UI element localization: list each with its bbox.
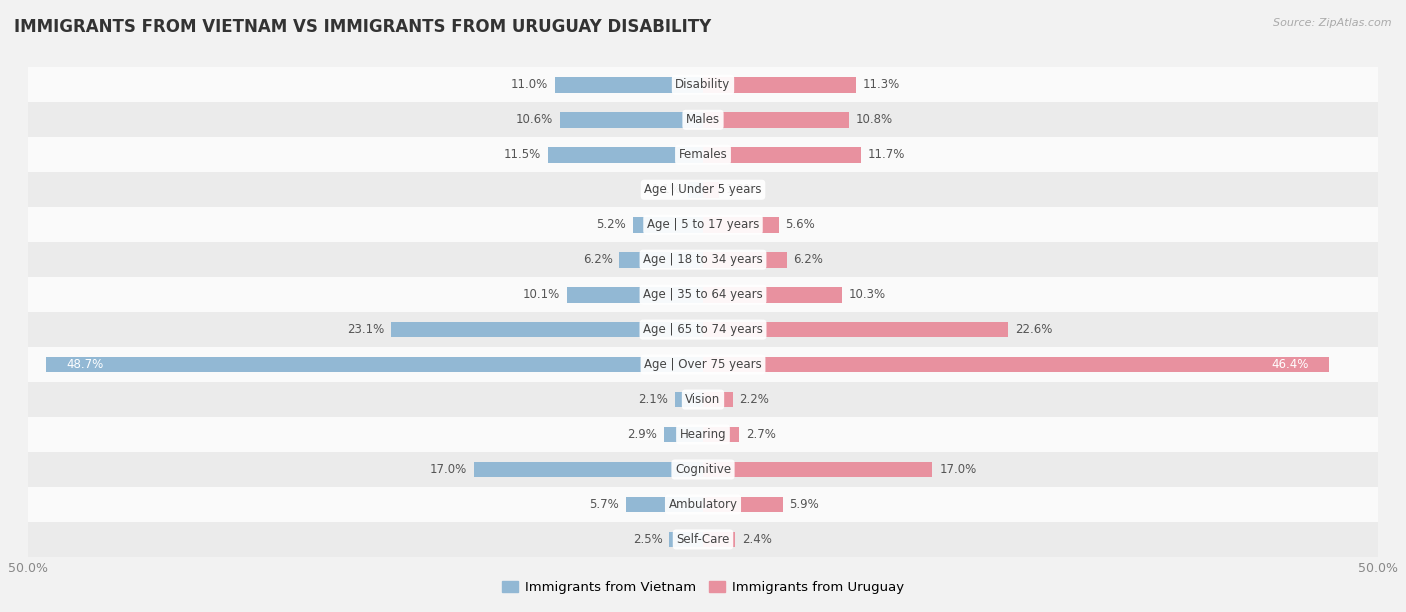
Bar (28, 102, 1378, 137)
Bar (703, 77, 855, 92)
Bar (45, 357, 703, 373)
Text: 5.7%: 5.7% (589, 498, 619, 511)
Text: 1.2%: 1.2% (725, 183, 756, 196)
Bar (28, 172, 1378, 207)
Text: 2.9%: 2.9% (627, 428, 657, 441)
Text: 11.5%: 11.5% (503, 148, 541, 161)
Text: 10.3%: 10.3% (849, 288, 886, 301)
Bar (703, 532, 735, 547)
Bar (28, 277, 1378, 312)
Bar (703, 496, 783, 512)
Text: 2.2%: 2.2% (740, 393, 769, 406)
Bar (675, 392, 703, 408)
Text: 10.8%: 10.8% (855, 113, 893, 126)
Bar (703, 461, 932, 477)
Bar (703, 112, 849, 128)
Text: 2.5%: 2.5% (633, 533, 662, 546)
Bar (669, 532, 703, 547)
Text: Self-Care: Self-Care (676, 533, 730, 546)
Bar (560, 112, 703, 128)
Bar (619, 252, 703, 267)
Text: Disability: Disability (675, 78, 731, 91)
Text: 1.1%: 1.1% (651, 183, 682, 196)
Bar (28, 347, 1378, 382)
Text: 17.0%: 17.0% (939, 463, 976, 476)
Text: Vision: Vision (685, 393, 721, 406)
Text: 10.1%: 10.1% (523, 288, 560, 301)
Bar (28, 312, 1378, 347)
Text: 5.2%: 5.2% (596, 218, 626, 231)
Text: 6.2%: 6.2% (582, 253, 613, 266)
Text: 17.0%: 17.0% (430, 463, 467, 476)
Bar (703, 182, 720, 198)
Bar (664, 427, 703, 442)
Bar (567, 287, 703, 302)
Text: 46.4%: 46.4% (1271, 358, 1309, 371)
Text: 11.0%: 11.0% (510, 78, 548, 91)
Bar (28, 382, 1378, 417)
Text: 22.6%: 22.6% (1015, 323, 1052, 336)
Text: 10.6%: 10.6% (516, 113, 553, 126)
Bar (28, 522, 1378, 557)
Bar (703, 392, 733, 408)
Bar (626, 496, 703, 512)
Bar (703, 322, 1008, 337)
Bar (28, 487, 1378, 522)
Text: 11.3%: 11.3% (862, 78, 900, 91)
Text: 2.4%: 2.4% (742, 533, 772, 546)
Text: Age | 5 to 17 years: Age | 5 to 17 years (647, 218, 759, 231)
Text: Age | 35 to 64 years: Age | 35 to 64 years (643, 288, 763, 301)
Bar (703, 427, 740, 442)
Text: Females: Females (679, 148, 727, 161)
Text: Ambulatory: Ambulatory (668, 498, 738, 511)
Bar (703, 147, 860, 163)
Bar (28, 137, 1378, 172)
Text: 6.2%: 6.2% (793, 253, 824, 266)
Text: 2.7%: 2.7% (747, 428, 776, 441)
Text: Hearing: Hearing (679, 428, 727, 441)
Text: Age | Over 75 years: Age | Over 75 years (644, 358, 762, 371)
Bar (28, 242, 1378, 277)
Bar (633, 217, 703, 233)
Legend: Immigrants from Vietnam, Immigrants from Uruguay: Immigrants from Vietnam, Immigrants from… (498, 576, 908, 599)
Bar (703, 252, 787, 267)
Text: Age | 65 to 74 years: Age | 65 to 74 years (643, 323, 763, 336)
Text: IMMIGRANTS FROM VIETNAM VS IMMIGRANTS FROM URUGUAY DISABILITY: IMMIGRANTS FROM VIETNAM VS IMMIGRANTS FR… (14, 18, 711, 36)
Bar (554, 77, 703, 92)
Bar (703, 357, 1329, 373)
Bar (391, 322, 703, 337)
Bar (703, 217, 779, 233)
Text: Source: ZipAtlas.com: Source: ZipAtlas.com (1274, 18, 1392, 28)
Text: Age | 18 to 34 years: Age | 18 to 34 years (643, 253, 763, 266)
Bar (28, 417, 1378, 452)
Text: 11.7%: 11.7% (868, 148, 905, 161)
Text: 2.1%: 2.1% (638, 393, 668, 406)
Text: 23.1%: 23.1% (347, 323, 384, 336)
Text: 5.6%: 5.6% (786, 218, 815, 231)
Bar (548, 147, 703, 163)
Text: 48.7%: 48.7% (66, 358, 103, 371)
Text: 5.9%: 5.9% (789, 498, 820, 511)
Bar (474, 461, 703, 477)
Text: Males: Males (686, 113, 720, 126)
Bar (28, 452, 1378, 487)
Bar (688, 182, 703, 198)
Bar (703, 287, 842, 302)
Text: Cognitive: Cognitive (675, 463, 731, 476)
Bar (28, 207, 1378, 242)
Text: Age | Under 5 years: Age | Under 5 years (644, 183, 762, 196)
Bar (28, 67, 1378, 102)
